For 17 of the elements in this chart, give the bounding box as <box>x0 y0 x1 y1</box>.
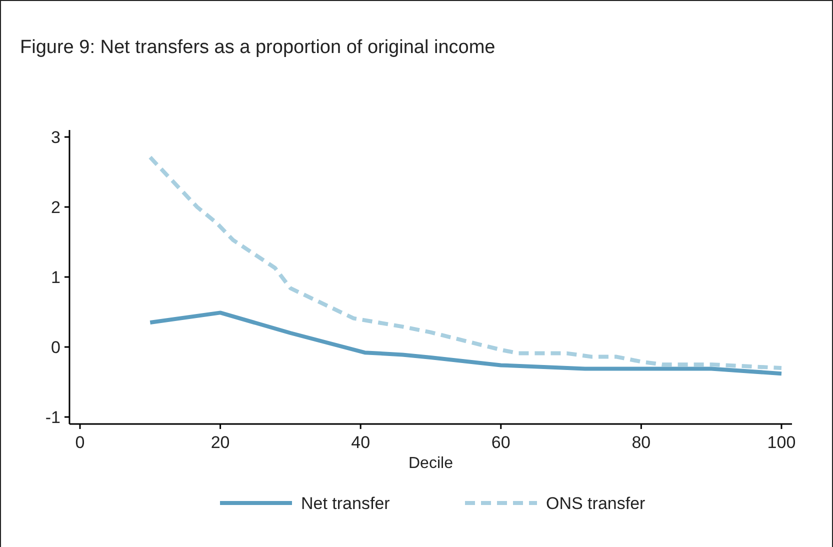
y-tick-label: 2 <box>51 198 60 217</box>
x-tick-label: 0 <box>75 433 85 452</box>
x-tick-label: 80 <box>632 433 651 452</box>
legend-label: ONS transfer <box>546 494 646 513</box>
chart-title: Figure 9: Net transfers as a proportion of original income <box>20 37 496 58</box>
y-tick-label: 1 <box>51 268 60 287</box>
x-axis-title: Decile <box>408 455 454 472</box>
y-tick-label: 3 <box>51 128 60 147</box>
line-series <box>148 155 784 370</box>
y-tick-label: 0 <box>51 338 60 357</box>
x-tick-label: 40 <box>351 433 370 452</box>
x-tick-label: 60 <box>491 433 510 452</box>
x-tick-label: 20 <box>210 433 230 452</box>
y-tick-label: -1 <box>45 408 60 427</box>
legend-label: Net transfer <box>301 494 390 513</box>
line-series <box>148 310 784 376</box>
x-tick-label: 100 <box>767 433 796 452</box>
